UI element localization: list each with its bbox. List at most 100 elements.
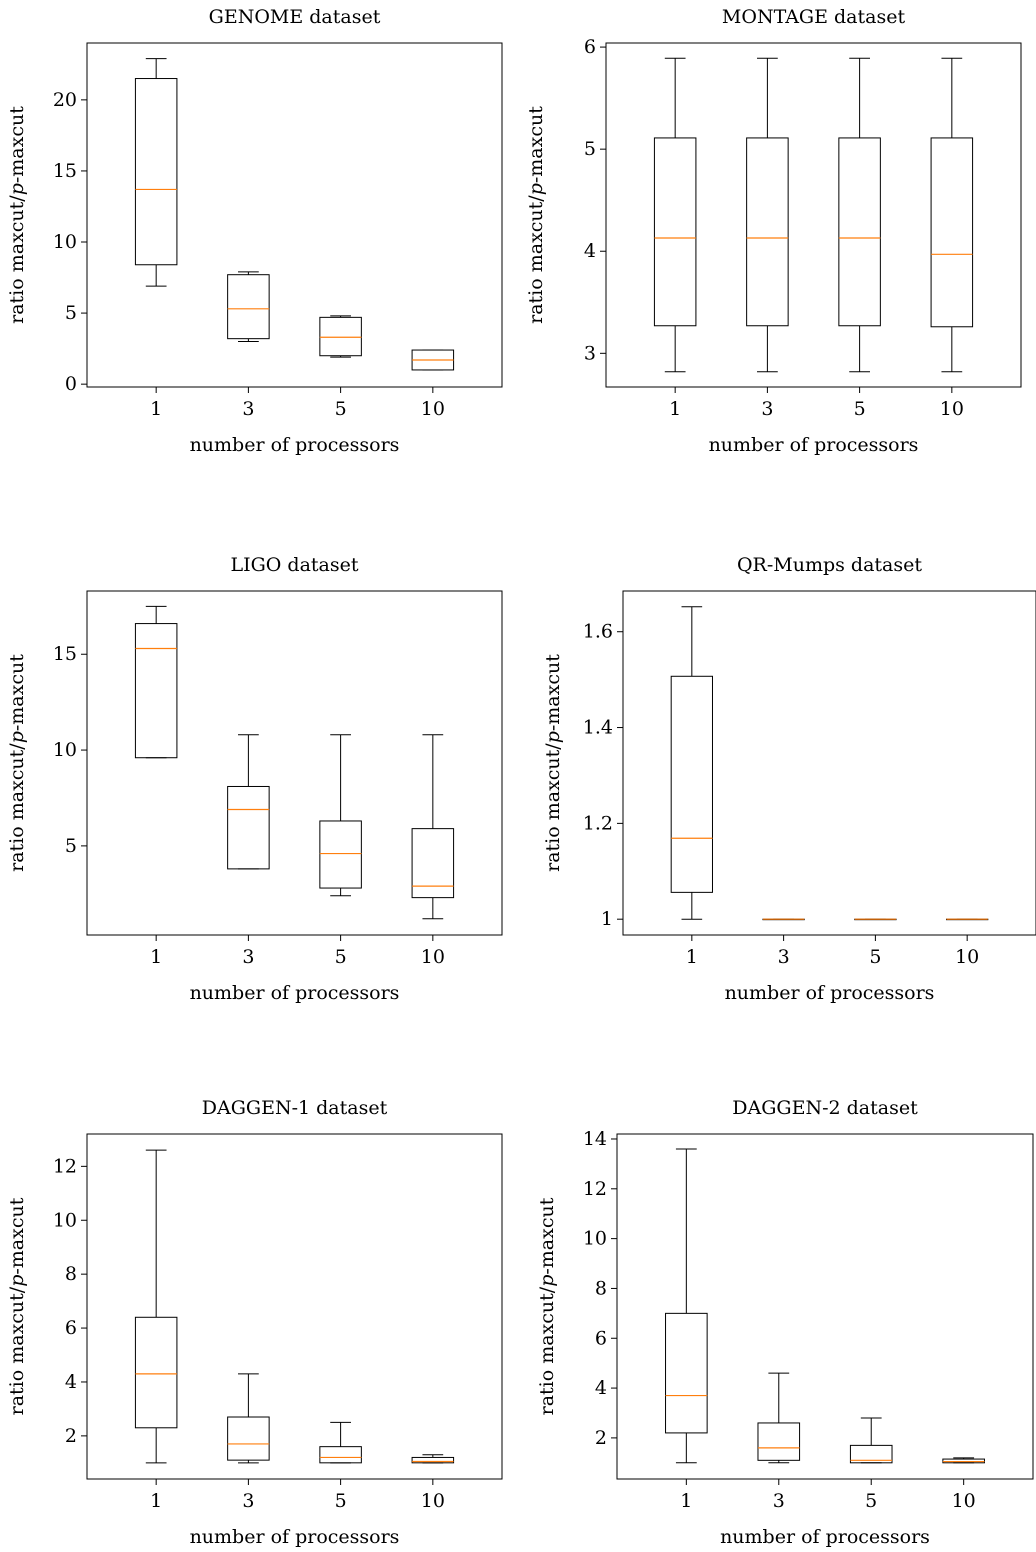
- box-1: [665, 1148, 708, 1464]
- y-tick-label: 0: [65, 373, 77, 395]
- y-tick-label: 12: [583, 1178, 607, 1200]
- iqr-box: [227, 274, 270, 340]
- x-axis-label: number of processors: [190, 982, 400, 1004]
- y-tick-label: 5: [584, 138, 596, 160]
- y-tick-label: 2: [595, 1427, 607, 1449]
- iqr-box: [319, 316, 362, 357]
- chart-panel-6: DAGGEN-2 dataset 2 4 6 8 10 12 14 1 3 5 10 number of…: [536, 1097, 1034, 1548]
- x-tick-label: 3: [778, 946, 790, 968]
- x-tick-label: 3: [242, 946, 254, 968]
- y-tick-label: 12: [53, 1155, 77, 1177]
- y-tick-label: 4: [595, 1377, 607, 1399]
- y-axis-label: ratio maxcut/p-maxcut: [6, 1197, 28, 1415]
- x-axis-label: number of processors: [709, 434, 919, 456]
- x-tick-label: 1: [686, 946, 698, 968]
- y-tick-label: 1.4: [583, 717, 613, 739]
- y-tick-label: 3: [584, 342, 596, 364]
- iqr-box: [227, 785, 270, 870]
- y-tick-label: 10: [583, 1228, 607, 1250]
- x-tick-label: 3: [761, 398, 773, 420]
- y-tick-label: 10: [53, 231, 77, 253]
- plot-frame: [86, 42, 503, 388]
- x-tick-label: 5: [869, 946, 881, 968]
- x-tick-label: 3: [773, 1490, 785, 1512]
- box-10: [411, 734, 455, 920]
- iqr-box: [319, 820, 362, 889]
- chart-panel-1: GENOME dataset 0 5 10 15 20 1 3 5 10 number of pro…: [6, 6, 503, 456]
- x-tick-label: 5: [335, 1490, 347, 1512]
- y-tick-label: 4: [584, 240, 596, 262]
- box-3: [746, 57, 789, 373]
- y-tick-label: 6: [584, 36, 596, 58]
- box-10: [942, 1457, 985, 1464]
- box-1: [134, 605, 178, 759]
- x-tick-label: 10: [940, 398, 964, 420]
- y-tick-label: 20: [53, 89, 77, 111]
- iqr-box: [411, 1456, 455, 1464]
- iqr-box: [411, 828, 455, 899]
- x-axis-label: number of processors: [720, 1526, 930, 1548]
- plot-frame: [605, 42, 1022, 388]
- x-tick-label: 5: [335, 946, 347, 968]
- box-5: [319, 734, 362, 897]
- plot-frame: [622, 590, 1036, 936]
- x-tick-label: 3: [242, 1490, 254, 1512]
- box-10: [946, 918, 989, 921]
- iqr-box: [134, 1316, 178, 1429]
- y-tick-label: 15: [53, 643, 77, 665]
- iqr-box: [319, 1446, 362, 1464]
- iqr-box: [757, 1422, 801, 1461]
- x-tick-label: 3: [242, 398, 254, 420]
- box-3: [757, 1372, 801, 1464]
- box-1: [653, 57, 697, 373]
- plot-frame: [86, 1133, 503, 1480]
- x-tick-label: 5: [865, 1490, 877, 1512]
- y-tick-label: 2: [65, 1425, 77, 1447]
- y-tick-label: 6: [65, 1317, 77, 1339]
- y-tick-label: 10: [53, 739, 77, 761]
- chart-title: QR-Mumps dataset: [737, 554, 922, 576]
- x-axis-label: number of processors: [190, 434, 400, 456]
- y-axis-label: ratio maxcut/p-maxcut: [536, 1197, 558, 1415]
- chart-panel-4: QR-Mumps dataset 1 1.2 1.4 1.6 1 3 5 10 number of…: [542, 554, 1036, 1004]
- chart-title: DAGGEN-2 dataset: [732, 1097, 918, 1119]
- box-10: [411, 349, 455, 371]
- y-tick-label: 8: [595, 1277, 607, 1299]
- plot-frame: [616, 1133, 1034, 1480]
- iqr-box: [942, 1458, 985, 1464]
- iqr-box: [930, 137, 974, 328]
- y-tick-label: 10: [53, 1209, 77, 1231]
- iqr-box: [849, 1444, 893, 1464]
- x-axis-label: number of processors: [190, 1526, 400, 1548]
- y-tick-label: 5: [65, 835, 77, 857]
- y-tick-label: 6: [595, 1327, 607, 1349]
- x-tick-label: 1: [150, 398, 162, 420]
- box-5: [849, 1417, 893, 1464]
- box-3: [227, 734, 270, 870]
- iqr-box: [838, 137, 881, 327]
- chart-title: MONTAGE dataset: [722, 6, 906, 28]
- iqr-box: [134, 78, 178, 266]
- plot-frame: [86, 590, 503, 936]
- x-tick-label: 10: [421, 946, 445, 968]
- x-tick-label: 5: [854, 398, 866, 420]
- y-axis-label: ratio maxcut/p-maxcut: [6, 106, 28, 324]
- box-3: [227, 271, 270, 343]
- y-tick-label: 4: [65, 1371, 77, 1393]
- y-axis-label: ratio maxcut/p-maxcut: [6, 654, 28, 872]
- box-5: [319, 1421, 362, 1464]
- chart-panel-2: MONTAGE dataset 3 4 5 6 1 3 5 10 number of proces…: [525, 6, 1022, 456]
- iqr-box: [227, 1416, 270, 1461]
- x-tick-label: 5: [335, 398, 347, 420]
- y-tick-label: 15: [53, 160, 77, 182]
- x-tick-label: 1: [669, 398, 681, 420]
- y-tick-label: 1.2: [583, 812, 613, 834]
- box-10: [930, 57, 974, 373]
- box-1: [134, 1149, 178, 1464]
- y-tick-label: 1.6: [583, 621, 613, 643]
- iqr-box: [653, 137, 697, 327]
- x-tick-label: 10: [955, 946, 979, 968]
- iqr-box: [665, 1312, 708, 1434]
- x-tick-label: 1: [150, 1490, 162, 1512]
